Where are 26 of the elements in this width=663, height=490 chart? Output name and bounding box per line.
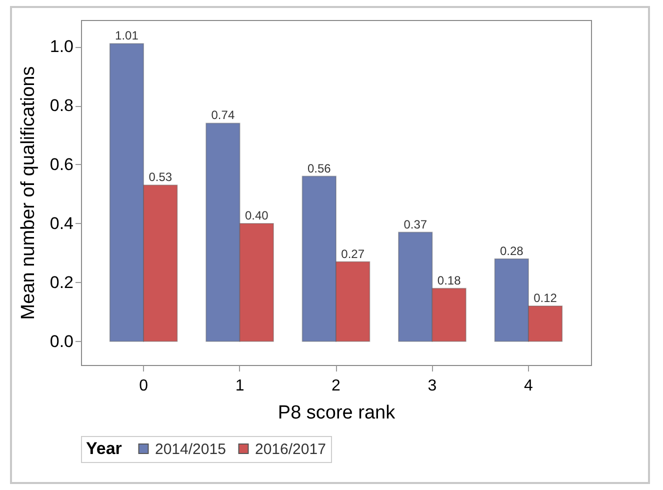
text: 0.2 (50, 272, 74, 292)
y-axis-title: Mean number of qualifications (18, 66, 39, 320)
x-tick-label: 0 (139, 378, 148, 394)
text: 0.8 (50, 96, 74, 116)
legend-label: 2014/2015 (155, 440, 226, 458)
data-label: 0.18 (437, 273, 462, 288)
text: 0.4 (50, 214, 74, 233)
text: 0.0 (50, 332, 74, 351)
text: 0.6 (50, 154, 74, 174)
x-tick-label: 4 (524, 378, 533, 394)
legend-label: 2016/2017 (255, 440, 326, 458)
x-tick-label: 3 (428, 378, 437, 394)
x-tick-label: 2 (332, 378, 341, 394)
data-label: 0.37 (404, 217, 428, 232)
text: 1.0 (50, 37, 74, 56)
data-label: 0.12 (534, 291, 558, 306)
data-label: 0.28 (500, 244, 524, 258)
data-label: 1.01 (115, 28, 139, 43)
x-axis-title: P8 score rank (278, 402, 396, 424)
data-label: 0.53 (148, 170, 172, 184)
x-tick-label: 1 (235, 378, 244, 394)
data-label: 0.40 (244, 208, 269, 222)
data-label: 0.56 (307, 161, 332, 176)
legend-title: Year (86, 439, 122, 458)
data-label: 0.27 (341, 246, 365, 261)
data-label: 0.74 (211, 108, 235, 122)
